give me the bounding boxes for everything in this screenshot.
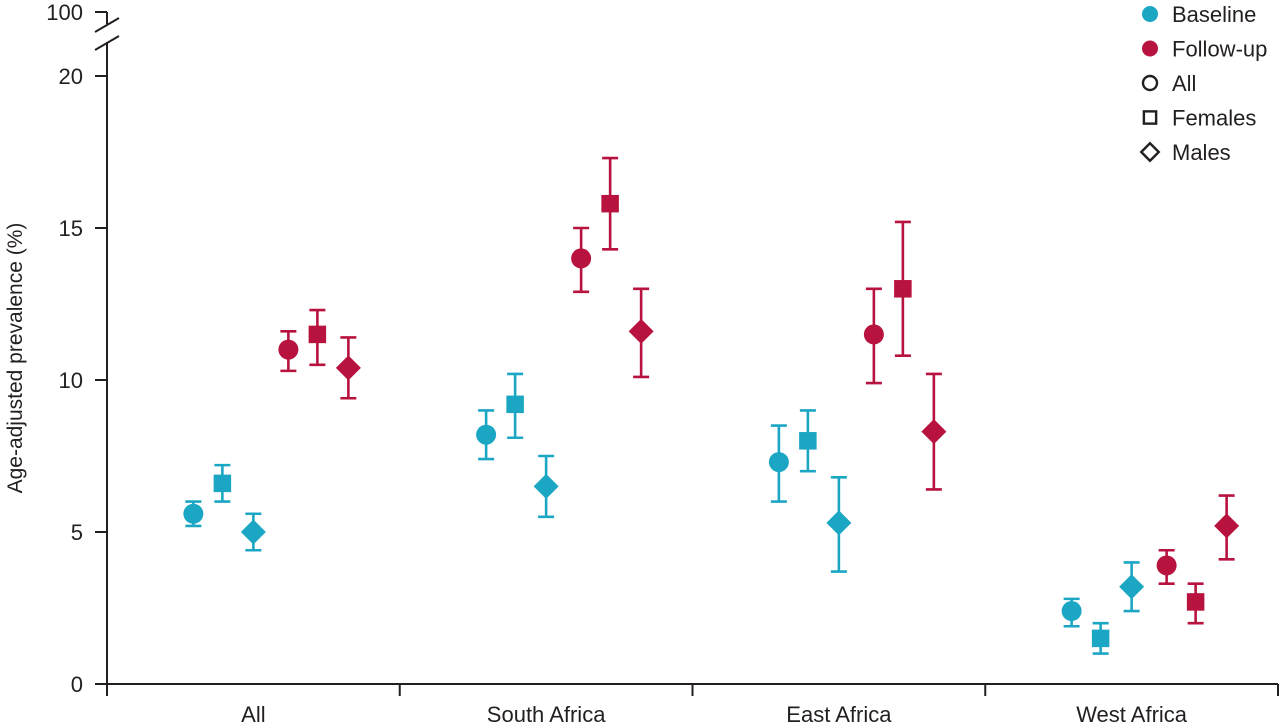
data-point-diamond [1119, 574, 1145, 600]
data-point-circle [571, 248, 592, 269]
data-point-diamond [533, 473, 559, 499]
data-point-group [213, 463, 232, 503]
data-point-diamond [826, 510, 852, 536]
data-point-group [506, 372, 524, 440]
axes: 0 5 10 15 20 100 All South Africa East Africa Wes… [46, 0, 1279, 722]
y-tick-label: 5 [71, 520, 83, 545]
data-point-group [826, 475, 852, 573]
y-tick-label: 20 [59, 64, 83, 89]
data-point-group [1091, 621, 1110, 655]
data-point-group [533, 454, 559, 519]
data-point-group [863, 287, 884, 385]
data-point-square [1091, 629, 1110, 648]
legend-swatch [1142, 40, 1158, 57]
x-tick-label: All [241, 702, 265, 722]
data-point-group [183, 500, 204, 528]
data-point-square [1186, 593, 1205, 611]
data-point-circle [278, 339, 299, 360]
data-point-group [278, 330, 299, 373]
y-axis-title: Age-adjusted prevalence (%) [4, 223, 27, 494]
data-point-circle [1061, 601, 1082, 622]
data-point-square [894, 280, 912, 298]
data-point-circle [183, 503, 204, 524]
legend-label: All [1172, 71, 1196, 96]
data-points [183, 156, 1240, 655]
data-point-circle [768, 452, 789, 473]
data-point-group [1119, 561, 1145, 613]
y-axis-break-mark [94, 35, 120, 51]
data-point-diamond [921, 419, 947, 445]
legend-swatch [1142, 6, 1158, 22]
legend-shape [1141, 74, 1159, 92]
y-tick-label: 10 [59, 368, 83, 393]
legend-label: Follow-up [1172, 37, 1267, 62]
data-point-circle [863, 324, 884, 345]
data-point-square [213, 474, 232, 493]
legend-label: Females [1172, 106, 1256, 131]
data-point-group [1061, 597, 1082, 628]
data-point-diamond [1214, 513, 1240, 539]
data-point-diamond [335, 355, 361, 381]
data-point-group [240, 512, 266, 552]
x-tick-label: East Africa [786, 702, 892, 722]
y-tick-label-upper: 100 [46, 0, 83, 25]
legend: Baseline Follow-up All Females Males [1139, 2, 1267, 165]
data-point-group [894, 220, 912, 357]
data-point-group [799, 409, 817, 473]
data-point-circle [1156, 555, 1177, 576]
legend-label: Males [1172, 140, 1231, 165]
data-point-group [628, 287, 654, 379]
data-point-circle [476, 424, 497, 445]
data-point-group [571, 226, 592, 294]
data-point-group [476, 409, 497, 461]
data-point-group [921, 372, 947, 491]
legend-shape [1142, 110, 1158, 125]
x-tick-label: West Africa [1076, 702, 1188, 722]
data-point-group [768, 424, 789, 503]
y-axis-break-mark [94, 17, 120, 33]
y-tick-label: 0 [71, 672, 83, 697]
data-point-group [1186, 582, 1205, 625]
data-point-group [335, 336, 361, 400]
data-point-diamond [240, 519, 266, 545]
data-point-group [1156, 548, 1177, 585]
legend-shape [1139, 141, 1161, 163]
data-point-group [1214, 494, 1240, 561]
data-point-square [506, 395, 524, 414]
legend-label: Baseline [1172, 2, 1256, 27]
data-point-square [799, 432, 817, 450]
data-point-diamond [628, 318, 654, 344]
x-tick-label: South Africa [487, 702, 606, 722]
data-point-group [601, 156, 619, 251]
data-point-square [601, 194, 619, 213]
y-tick-label: 15 [59, 216, 83, 241]
data-point-square [308, 325, 327, 344]
data-point-group [308, 308, 327, 367]
